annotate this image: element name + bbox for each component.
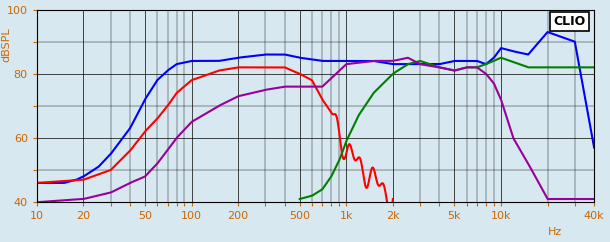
X-axis label: Hz: Hz <box>548 227 562 237</box>
Text: CLIO: CLIO <box>553 15 586 28</box>
Y-axis label: dBSPL: dBSPL <box>2 27 12 61</box>
